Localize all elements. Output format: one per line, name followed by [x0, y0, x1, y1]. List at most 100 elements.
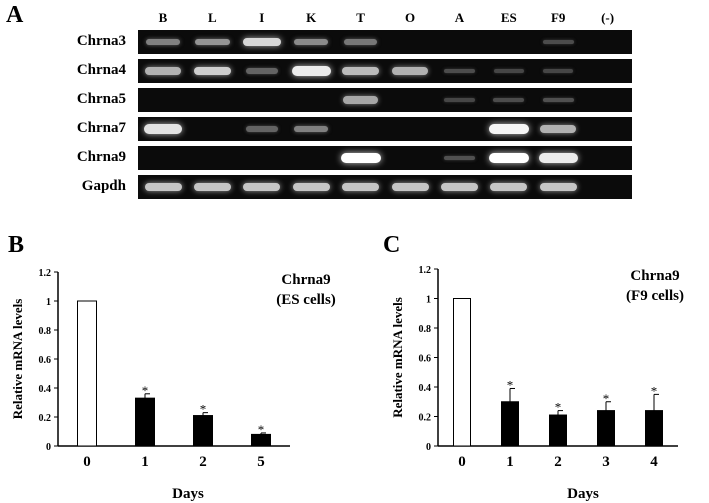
gel-band: [342, 67, 379, 75]
gel-band: [144, 182, 182, 192]
chart-title: Chrna9: [630, 268, 679, 284]
gel-band: [542, 97, 574, 103]
y-tick-label: 0.2: [419, 413, 432, 424]
lane-label: I: [259, 10, 265, 25]
bar: [453, 298, 471, 447]
bar: [645, 410, 663, 447]
gel-band: [146, 38, 180, 46]
gel-band: [490, 182, 528, 192]
bar: [77, 300, 97, 447]
chart-subtitle: (F9 cells): [626, 288, 684, 304]
gel-band: [489, 124, 529, 134]
gel-band: [342, 182, 380, 192]
x-axis-label: Days: [567, 486, 599, 502]
bar: [597, 410, 615, 447]
lane-label: T: [356, 10, 365, 25]
gel-band: [291, 66, 331, 76]
gel-band: [143, 124, 183, 134]
chart-title: Chrna9: [281, 272, 330, 288]
gel-strip: [138, 30, 632, 54]
y-tick-label: 0.6: [39, 355, 52, 366]
gel-band: [195, 38, 230, 46]
y-tick-label: 0.2: [39, 413, 52, 424]
significance-marker: *: [507, 377, 514, 392]
bar: [193, 415, 213, 447]
gel-band: [245, 68, 278, 74]
gel-band: [493, 97, 525, 103]
x-tick-label: 5: [257, 454, 265, 470]
y-tick-label: 1.2: [39, 268, 52, 279]
x-axis-label: Days: [172, 486, 204, 502]
panel-c-label: C: [383, 232, 401, 258]
y-tick-label: 1.2: [419, 265, 432, 276]
x-tick-label: 3: [602, 454, 610, 470]
lane-label: ES: [500, 10, 517, 25]
gel-strip: [138, 117, 632, 141]
significance-marker: *: [651, 383, 658, 398]
gene-label: Chrna5: [76, 91, 126, 107]
x-tick-label: 0: [83, 454, 91, 470]
gel-band: [193, 66, 232, 76]
significance-marker: *: [258, 422, 265, 437]
gel-band: [245, 126, 278, 132]
y-tick-label: 1: [426, 295, 431, 306]
y-tick-label: 0.8: [419, 324, 432, 335]
y-tick-label: 0: [426, 442, 431, 453]
lane-label: A: [454, 10, 465, 25]
x-tick-label: 2: [554, 454, 562, 470]
x-tick-label: 1: [506, 454, 514, 470]
gel-band: [493, 68, 525, 74]
gel-strip: [138, 175, 632, 199]
gel-band: [292, 182, 330, 192]
gel-strip: [138, 88, 632, 112]
gel-band: [539, 182, 577, 192]
gel-strip: [138, 59, 632, 83]
lane-label: (-): [601, 10, 615, 25]
x-tick-label: 2: [199, 454, 207, 470]
gel-band: [344, 39, 378, 45]
gel-band: [243, 182, 281, 192]
gel-band: [440, 182, 478, 192]
gel-band: [294, 38, 329, 46]
significance-marker: *: [603, 391, 610, 406]
gene-label: Chrna9: [76, 149, 126, 165]
y-axis-label: Relative mRNA levels: [10, 299, 25, 420]
significance-marker: *: [200, 402, 207, 417]
gel-band: [392, 67, 428, 75]
gene-label: Chrna4: [76, 62, 126, 78]
bar: [135, 397, 155, 447]
y-axis-label: Relative mRNA levels: [390, 297, 405, 418]
gel-band: [193, 182, 231, 192]
gel-band: [542, 39, 574, 45]
y-tick-label: 0.8: [39, 326, 52, 337]
gel-band: [443, 155, 475, 161]
lane-label: B: [158, 10, 168, 25]
gel-band: [540, 125, 577, 133]
y-tick-label: 0.4: [419, 383, 432, 394]
gene-label: Chrna7: [76, 120, 126, 136]
lane-label: L: [208, 10, 217, 25]
chart-es-cells: 0 0.2 0.4 0.6 0.8 1 1.2 Relative mRNA levels 0 * 1…: [10, 268, 336, 502]
gel-band: [342, 96, 379, 104]
x-tick-label: 0: [458, 454, 466, 470]
x-tick-label: 4: [650, 454, 658, 470]
panel-b-label: B: [8, 232, 25, 258]
chart-f9-cells: 0 0.2 0.4 0.6 0.8 1 1.2 Relative mRNA levels 0 * 1…: [390, 265, 684, 502]
bar: [501, 401, 519, 447]
gel-band: [538, 153, 578, 163]
gel-band: [542, 68, 574, 74]
y-tick-label: 0: [46, 442, 51, 453]
y-tick-label: 1: [46, 297, 51, 308]
gel-band: [444, 97, 475, 103]
gel-strip: [138, 146, 632, 170]
gel-band: [242, 37, 281, 47]
gel-band: [391, 182, 429, 192]
significance-marker: *: [142, 383, 149, 398]
lane-label: K: [306, 10, 317, 25]
significance-marker: *: [555, 400, 562, 415]
gel-band: [340, 153, 381, 163]
gel-band: [145, 67, 181, 75]
bar: [549, 414, 567, 447]
gel-band: [444, 68, 475, 74]
gel-band: [488, 153, 529, 163]
